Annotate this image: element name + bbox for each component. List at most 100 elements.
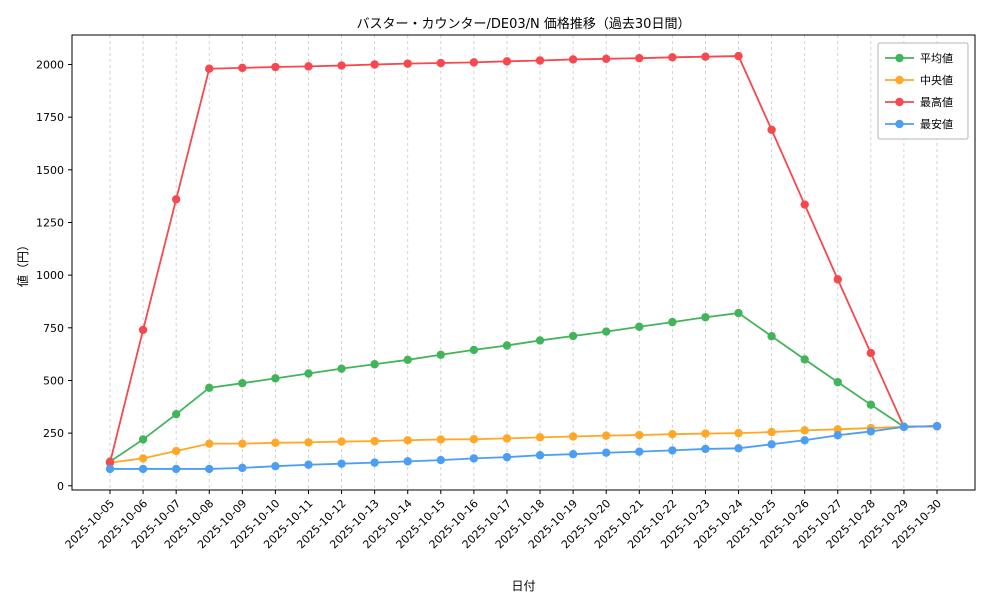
legend-marker [895,75,904,85]
data-point [469,454,479,463]
data-point [602,431,611,440]
data-point [138,454,148,463]
data-point [568,55,578,64]
data-point [602,327,611,336]
data-point [469,58,479,67]
data-point [238,379,247,388]
legend-label: 中央値 [920,74,953,87]
data-point [635,53,644,63]
data-point [734,51,743,61]
data-point [205,383,214,393]
data-point [171,446,181,456]
data-point [833,377,842,387]
series-line [109,425,938,464]
y-tick-label: 250 [43,427,64,440]
data-point [337,61,346,70]
data-point [370,436,379,446]
data-point [800,355,809,364]
data-point [701,313,710,322]
y-tick-label: 1750 [36,111,64,124]
data-point [436,455,445,465]
data-point [337,459,346,468]
data-point [602,448,611,457]
data-point [271,438,280,448]
data-point [635,322,644,331]
y-tick-label: 0 [57,480,64,493]
data-point [171,195,181,204]
data-point [701,444,710,454]
data-point [668,429,677,439]
data-point [668,446,677,455]
data-point [469,435,479,444]
data-point [502,57,512,66]
data-point [271,374,280,383]
legend-label: 平均値 [920,52,953,65]
data-point [205,64,214,73]
chart-title: バスター・カウンター/DE03/N 価格推移（過去30日間） [356,17,691,32]
legend-box [877,42,969,140]
data-point [932,421,942,431]
x-axis-label: 日付 [511,579,536,593]
data-point [271,461,280,471]
data-point [899,422,909,432]
data-point [205,464,214,474]
data-point [304,62,313,71]
series-line [109,55,938,463]
data-point [535,336,545,345]
data-point [635,430,644,440]
data-point [238,463,247,473]
data-point [767,125,776,134]
data-point [469,345,479,355]
data-point [304,460,313,469]
data-point [370,458,379,467]
data-point [105,458,115,467]
data-point [403,59,412,68]
data-point [800,426,809,435]
data-point [833,431,842,440]
data-point [271,62,280,72]
data-point [833,275,842,284]
data-point [668,317,677,327]
data-point [767,440,776,449]
data-point [436,350,445,359]
data-point [337,364,346,373]
data-point [436,58,445,68]
data-point [535,433,545,442]
data-point [105,464,115,474]
data-point [304,438,313,447]
data-point [370,60,379,69]
y-tick-label: 500 [43,374,64,387]
legend-marker [895,97,904,107]
data-point [767,332,776,341]
data-point [502,434,512,443]
data-point [701,52,710,61]
data-point [138,464,148,474]
data-point [866,400,876,409]
data-point [568,331,578,341]
data-point [800,200,809,209]
y-tick-label: 1500 [36,164,64,177]
data-point [403,436,412,445]
series-line [110,425,938,470]
data-point [701,429,710,438]
data-point [833,425,842,434]
plot-border [71,34,976,491]
data-point [171,409,181,419]
data-point [403,355,412,365]
legend-label: 最安値 [920,117,953,131]
data-point [403,457,412,466]
legend-label: 最高値 [920,95,953,109]
data-point [337,437,346,446]
data-point [866,348,876,358]
data-point [502,341,512,350]
data-point [734,428,743,438]
data-point [767,427,776,437]
legend-marker [895,119,904,129]
y-tick-label: 1000 [36,269,64,282]
data-point [734,308,743,318]
data-point [238,439,247,448]
data-point [535,451,545,460]
data-point [238,63,247,73]
data-point [370,360,379,369]
